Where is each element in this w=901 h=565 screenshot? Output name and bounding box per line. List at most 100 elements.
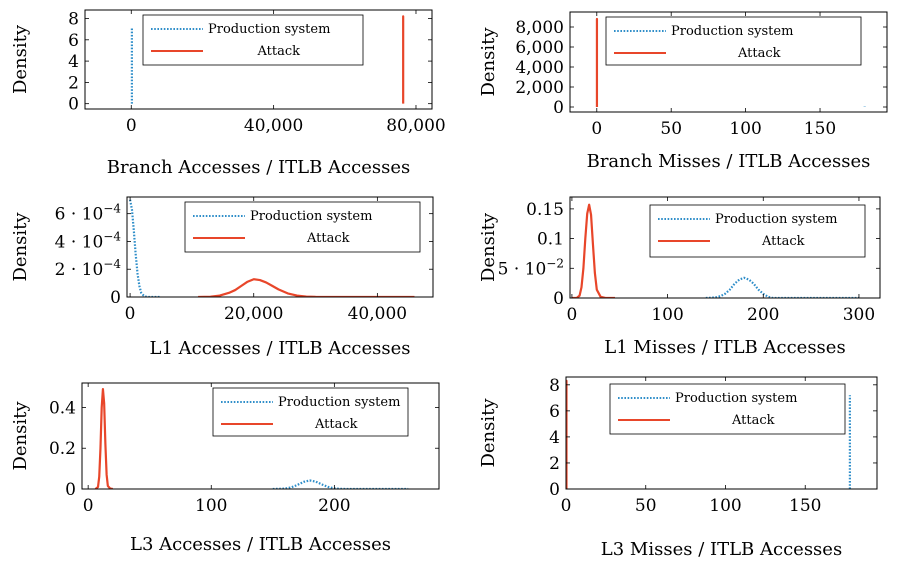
y-tick-label: 4	[549, 428, 560, 448]
x-tick-label: 20,000	[224, 304, 283, 324]
chart-panel-5: 0 100 200 0 0.2 0.4 L3 Accesses / ITLB Accesse…	[10, 382, 440, 555]
x-tick-label: 50	[660, 119, 682, 139]
axes-frame	[84, 9, 433, 110]
x-tick-label: 0	[126, 116, 137, 136]
x-tick-label: 80,000	[386, 116, 445, 136]
y-tick-label: 0.1	[537, 230, 564, 250]
legend-label: Attack	[306, 231, 350, 246]
x-axis-label: L3 Misses / ITLB Accesses	[601, 539, 842, 560]
legend-label: Attack	[761, 234, 805, 249]
y-tick-label: 4,000	[515, 58, 564, 78]
y-tick-label: 2	[68, 73, 79, 93]
x-tick-label: 0	[125, 304, 136, 324]
x-tick-label: 0	[566, 305, 577, 325]
axes-frame	[569, 196, 881, 299]
x-axis-label: Branch Accesses / ITLB Accesses	[107, 157, 410, 178]
x-axis-label: L3 Accesses / ITLB Accesses	[130, 534, 391, 555]
y-tick-exponent: −4	[103, 229, 121, 243]
x-tick-label: 100	[709, 496, 741, 516]
y-tick-label: 6	[68, 31, 79, 51]
series-line-production-system	[705, 276, 859, 298]
legend-label: Production system	[715, 212, 837, 227]
x-axis-label: L1 Misses / ITLB Accesses	[604, 337, 845, 358]
chart-panel-3: 0 20,000 40,000 0 2 · 10−4 4 · 10−4 6 · 10−4 L1…	[10, 196, 434, 359]
legend: Production system Attack	[142, 14, 364, 66]
y-tick-exponent: −4	[103, 257, 121, 271]
y-tick-label: 8	[68, 10, 79, 30]
y-tick-label: 8	[549, 376, 560, 396]
axes-frame	[565, 376, 878, 490]
y-tick-label: 8,000	[515, 18, 564, 38]
x-tick-label: 40,000	[348, 304, 407, 324]
x-tick-label: 150	[789, 496, 821, 516]
x-axis-label: Branch Misses / ITLB Accesses	[587, 151, 871, 172]
series-line-attack	[198, 278, 415, 297]
x-tick-label: 150	[804, 119, 836, 139]
legend-label: Attack	[257, 44, 301, 59]
y-tick-label: 0.15	[526, 200, 564, 220]
legend: Production system Attack	[649, 204, 866, 258]
x-tick-label: 200	[747, 305, 779, 325]
legend-label: Production system	[208, 22, 330, 37]
x-tick-label: 50	[635, 496, 657, 516]
legend-label: Production system	[671, 24, 793, 39]
x-tick-label: 0	[83, 496, 94, 516]
x-tick-label: 200	[318, 496, 350, 516]
legend-label: Production system	[278, 395, 400, 410]
legend-box	[142, 14, 364, 66]
y-tick-label: 5 · 10−2	[498, 256, 564, 279]
legend-label: Attack	[737, 46, 781, 61]
x-tick-label: 0	[591, 119, 602, 139]
legend-box	[605, 16, 862, 66]
y-axis-label: Density	[478, 27, 499, 97]
y-tick-label: 6	[549, 402, 560, 422]
y-tick-label: 2	[549, 454, 560, 474]
legend-box	[212, 387, 409, 437]
x-tick-label: 100	[651, 305, 683, 325]
y-tick-label: 2 · 10−4	[55, 257, 122, 280]
chart-panel-6: 0 50 100 150 0 2 4 6 8 L3 Misses / ITLB Accesses D…	[478, 376, 878, 560]
legend-box	[184, 201, 421, 253]
y-tick-label: 0	[65, 480, 76, 500]
y-tick-exponent: −2	[546, 256, 564, 270]
y-tick-label: 0.2	[49, 439, 76, 459]
y-tick-label: 0	[549, 480, 560, 500]
y-axis-label: Density	[10, 212, 31, 282]
y-axis-label: Density	[478, 212, 499, 282]
y-axis-label: Density	[10, 401, 31, 471]
series-line-attack	[571, 203, 615, 298]
y-tick-label: 6,000	[515, 38, 564, 58]
axes-frame	[126, 196, 434, 298]
y-tick-label: 6 · 10−4	[55, 202, 122, 225]
y-axis-label: Density	[478, 398, 499, 468]
series-line-production-system	[129, 199, 161, 297]
legend-label: Attack	[314, 417, 358, 432]
y-tick-label: 4 · 10−4	[55, 229, 122, 252]
legend-label: Production system	[675, 391, 797, 406]
legend-box	[649, 204, 866, 258]
y-tick-label: 0	[68, 95, 79, 115]
x-tick-label: 40,000	[244, 116, 303, 136]
series-line-attack	[94, 388, 113, 489]
y-tick-label: 2,000	[515, 78, 564, 98]
y-tick-exponent: −4	[103, 202, 121, 216]
y-tick-label: 0	[110, 288, 121, 308]
y-tick-label: 0	[553, 98, 564, 118]
x-tick-label: 0	[561, 496, 572, 516]
y-tick-label: 4	[68, 52, 79, 72]
axes-frame	[81, 382, 440, 490]
x-axis-label: L1 Accesses / ITLB Accesses	[149, 338, 410, 359]
legend: Production system Attack	[609, 383, 846, 435]
legend-label: Attack	[731, 413, 775, 428]
y-tick-label: 0	[553, 289, 564, 309]
legend-label: Production system	[250, 209, 372, 224]
chart-panel-4: 0 100 200 300 0 5 · 10−2 0.1 0.15 L1 Misses / IT…	[478, 196, 881, 358]
y-tick-label: 0.4	[49, 398, 76, 418]
legend-box	[609, 383, 846, 435]
legend: Production system Attack	[605, 16, 862, 66]
series-line-production-system	[272, 479, 409, 489]
axes-frame	[569, 11, 888, 113]
